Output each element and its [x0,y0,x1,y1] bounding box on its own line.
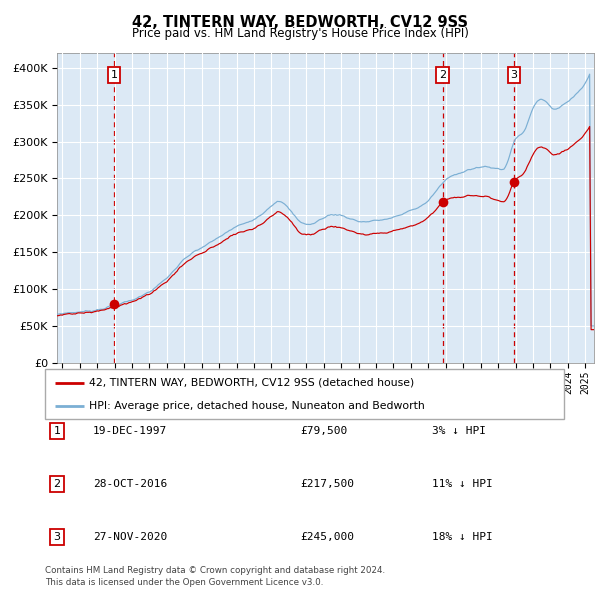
Text: 28-OCT-2016: 28-OCT-2016 [93,479,167,489]
Text: 1: 1 [53,426,61,435]
Text: 18% ↓ HPI: 18% ↓ HPI [432,532,493,542]
Text: 1: 1 [110,70,118,80]
Text: 3: 3 [53,532,61,542]
Text: 11% ↓ HPI: 11% ↓ HPI [432,479,493,489]
Text: £217,500: £217,500 [300,479,354,489]
Text: £79,500: £79,500 [300,426,347,435]
FancyBboxPatch shape [45,369,564,419]
Text: £245,000: £245,000 [300,532,354,542]
Text: 42, TINTERN WAY, BEDWORTH, CV12 9SS: 42, TINTERN WAY, BEDWORTH, CV12 9SS [132,15,468,30]
Text: 3% ↓ HPI: 3% ↓ HPI [432,426,486,435]
Text: 19-DEC-1997: 19-DEC-1997 [93,426,167,435]
Text: 42, TINTERN WAY, BEDWORTH, CV12 9SS (detached house): 42, TINTERN WAY, BEDWORTH, CV12 9SS (det… [89,378,415,388]
Text: HPI: Average price, detached house, Nuneaton and Bedworth: HPI: Average price, detached house, Nune… [89,401,425,411]
Text: 27-NOV-2020: 27-NOV-2020 [93,532,167,542]
Text: 2: 2 [439,70,446,80]
Text: 3: 3 [511,70,517,80]
Text: Contains HM Land Registry data © Crown copyright and database right 2024.
This d: Contains HM Land Registry data © Crown c… [45,566,385,587]
Text: Price paid vs. HM Land Registry's House Price Index (HPI): Price paid vs. HM Land Registry's House … [131,27,469,40]
Text: 2: 2 [53,479,61,489]
